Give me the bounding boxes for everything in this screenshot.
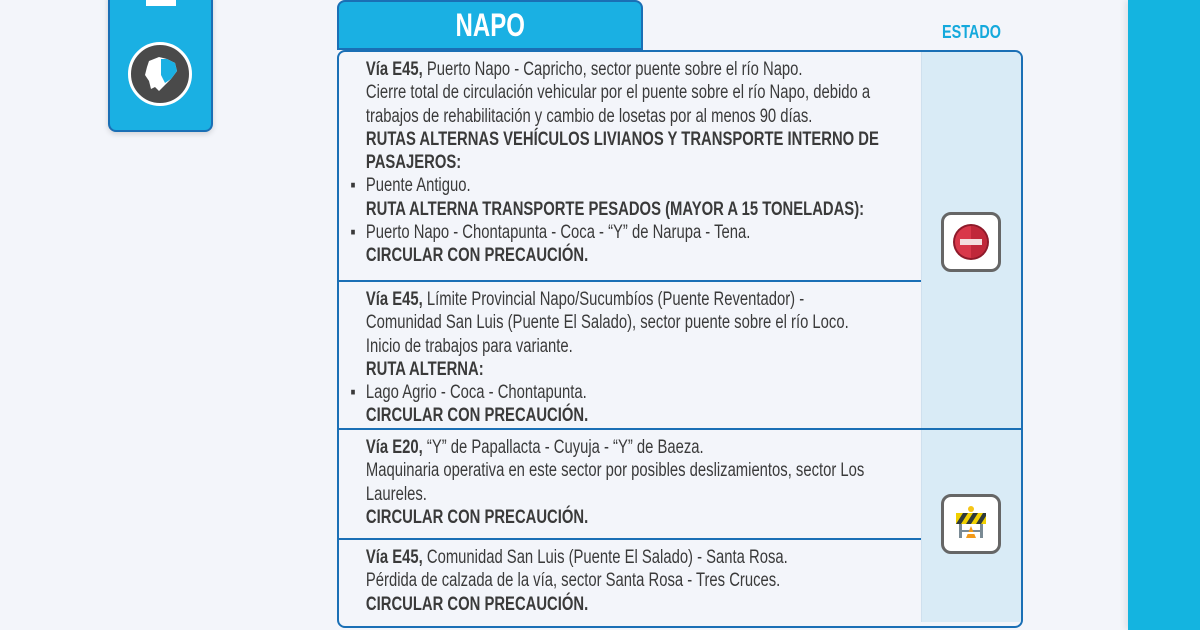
road-code: Vía E20, (365, 437, 423, 458)
report-line: Laureles. (355, 483, 864, 506)
report-line: Vía E45, Puerto Napo - Capricho, sector … (355, 58, 879, 81)
alternate-route-item: ▪ Lago Agrio - Coca - Chontapunta. (350, 381, 849, 404)
report-text: Vía E20, “Y” de Papallacta - Cuyuja - “Y… (355, 436, 864, 529)
report-text: Vía E45, Comunidad San Luis (Puente El S… (355, 546, 788, 616)
report-line: CIRCULAR CON PRECAUCIÓN. (355, 244, 879, 267)
line-text: RUTA ALTERNA TRANSPORTE PESADOS (MAYOR A… (365, 198, 865, 220)
status-cell (921, 430, 1021, 622)
menu-icon[interactable] (146, 0, 176, 6)
line-text: CIRCULAR CON PRECAUCIÓN. (365, 245, 589, 267)
status-cell (921, 52, 1021, 428)
report-line: Cierre total de circulación vehicular po… (355, 81, 879, 104)
line-text: Puerto Napo - Capricho, sector puente so… (422, 59, 803, 80)
road-report-row: Vía E45, Puerto Napo - Capricho, sector … (339, 52, 921, 282)
bullet-icon: ▪ (350, 222, 356, 244)
ecuador-map-icon (145, 57, 177, 91)
report-line: Maquinaria operativa en este sector por … (355, 459, 864, 482)
line-text: “Y” de Papallacta - Cuyuja - “Y” de Baez… (422, 437, 704, 458)
road-report-row: Vía E20, “Y” de Papallacta - Cuyuja - “Y… (339, 430, 921, 540)
line-text: Puente Antiguo. (365, 175, 471, 197)
report-line: PASAJEROS: (355, 151, 879, 174)
report-line: RUTA ALTERNA TRANSPORTE PESADOS (MAYOR A… (355, 198, 879, 221)
line-text: CIRCULAR CON PRECAUCIÓN. (365, 405, 589, 427)
road-works-barrier-icon (941, 494, 1001, 554)
report-line: RUTAS ALTERNAS VEHÍCULOS LIVIANOS Y TRAN… (355, 128, 879, 151)
report-line: CIRCULAR CON PRECAUCIÓN. (355, 404, 849, 427)
right-sidebar-strip (1128, 0, 1200, 630)
report-line: CIRCULAR CON PRECAUCIÓN. (355, 593, 788, 616)
line-text: Cierre total de circulación vehicular po… (365, 82, 871, 104)
bullet-icon: ▪ (350, 175, 356, 197)
province-title: NAPO (455, 6, 525, 43)
line-text: PASAJEROS: (365, 152, 462, 174)
line-text: Puerto Napo - Chontapunta - Coca - “Y” d… (365, 222, 751, 244)
line-text: Comunidad San Luis (Puente El Salado) - … (422, 547, 788, 568)
line-text: CIRCULAR CON PRECAUCIÓN. (365, 506, 589, 528)
status-group: Vía E20, “Y” de Papallacta - Cuyuja - “Y… (339, 430, 1021, 622)
alternate-route-item: ▪ Puerto Napo - Chontapunta - Coca - “Y” … (350, 221, 879, 244)
line-text: trabajos de rehabilitación y cambio de l… (365, 105, 813, 127)
report-line: CIRCULAR CON PRECAUCIÓN. (355, 506, 864, 529)
status-group: Vía E45, Puerto Napo - Capricho, sector … (339, 52, 1021, 430)
road-report-row: Vía E45, Límite Provincial Napo/Sucumbío… (339, 282, 921, 430)
status-column-header: ESTADO (942, 22, 1001, 42)
line-text: Inicio de trabajos para variante. (365, 335, 573, 357)
line-text: CIRCULAR CON PRECAUCIÓN. (365, 593, 589, 615)
province-selector-card[interactable] (108, 0, 213, 132)
report-line: Vía E20, “Y” de Papallacta - Cuyuja - “Y… (355, 436, 864, 459)
road-code: Vía E45, (365, 59, 423, 80)
road-code: Vía E45, (365, 547, 423, 568)
road-status-table: Vía E45, Puerto Napo - Capricho, sector … (337, 50, 1023, 628)
line-text: Comunidad San Luis (Puente El Salado), s… (365, 312, 849, 334)
report-line: Pérdida de calzada de la vía, sector San… (355, 569, 788, 592)
bullet-icon: ▪ (350, 382, 356, 404)
line-text: Lago Agrio - Coca - Chontapunta. (365, 382, 587, 404)
line-text: RUTA ALTERNA: (365, 358, 484, 380)
line-text: Maquinaria operativa en este sector por … (365, 460, 865, 482)
line-text: RUTAS ALTERNAS VEHÍCULOS LIVIANOS Y TRAN… (365, 128, 879, 150)
report-line: trabajos de rehabilitación y cambio de l… (355, 105, 879, 128)
report-line: Comunidad San Luis (Puente El Salado), s… (355, 311, 849, 334)
province-tab: NAPO (337, 0, 643, 50)
ecuador-map-button[interactable] (128, 42, 192, 106)
report-line: Vía E45, Límite Provincial Napo/Sucumbío… (355, 288, 849, 311)
line-text: Laureles. (365, 483, 427, 505)
line-text: Pérdida de calzada de la vía, sector San… (365, 570, 781, 592)
report-line: RUTA ALTERNA: (355, 358, 849, 381)
road-code: Vía E45, (365, 289, 423, 310)
report-line: Vía E45, Comunidad San Luis (Puente El S… (355, 546, 788, 569)
alternate-route-item: ▪ Puente Antiguo. (350, 174, 879, 197)
report-text: Vía E45, Límite Provincial Napo/Sucumbío… (350, 288, 849, 428)
no-entry-icon (941, 212, 1001, 272)
report-text: Vía E45, Puerto Napo - Capricho, sector … (350, 58, 879, 268)
report-line: Inicio de trabajos para variante. (355, 335, 849, 358)
road-report-row: Vía E45, Comunidad San Luis (Puente El S… (339, 540, 921, 622)
line-text: Límite Provincial Napo/Sucumbíos (Puente… (422, 289, 805, 310)
